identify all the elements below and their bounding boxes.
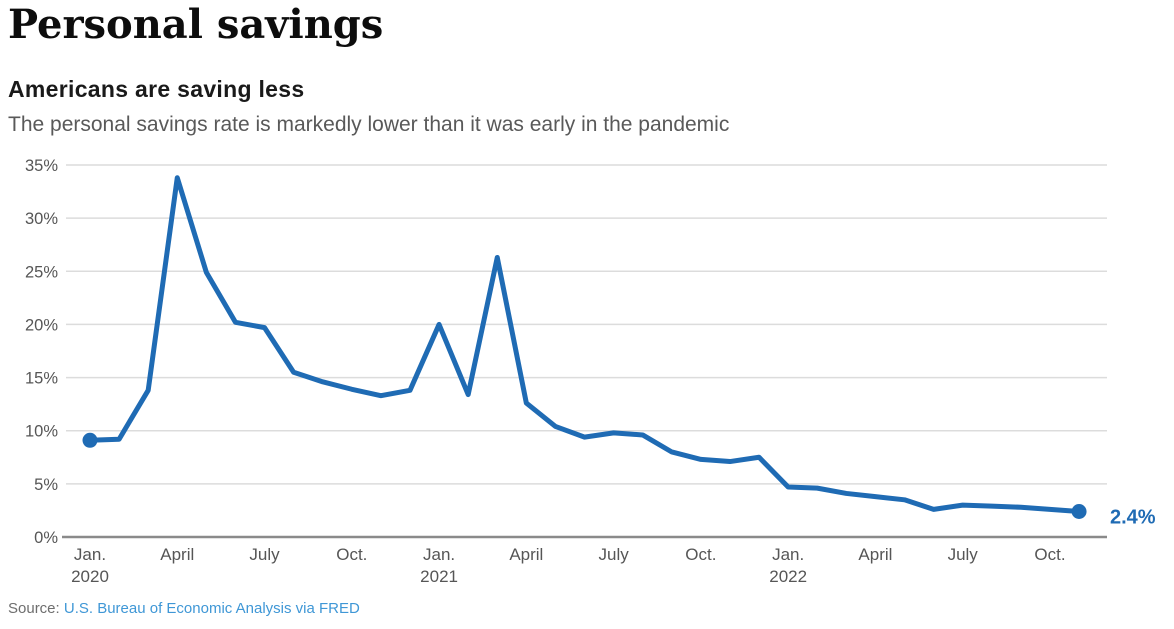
chart-canvas: 0% 5% 10% 15% 20% 25% 30% 35% Jan. 2020 April July O… — [25, 157, 1156, 586]
x-tick-label: July — [599, 545, 630, 564]
source-line: Source: U.S. Bureau of Economic Analysis… — [8, 600, 360, 617]
chart-subtitle: Americans are saving less — [8, 76, 305, 102]
x-tick-label: Jan. — [423, 545, 455, 564]
y-tick-label: 20% — [25, 316, 58, 334]
x-tick-label: July — [249, 545, 280, 564]
x-tick-year-label: 2020 — [71, 567, 109, 586]
x-tick-year-label: 2021 — [420, 567, 458, 586]
x-tick-label: Oct. — [336, 545, 367, 564]
y-tick-label: 10% — [25, 423, 58, 441]
source-prefix: Source: — [8, 600, 60, 617]
end-value-label: 2.4% — [1110, 506, 1156, 528]
start-point-dot — [82, 432, 98, 448]
savings-rate-line — [87, 175, 1082, 514]
source-link[interactable]: U.S. Bureau of Economic Analysis via FRE… — [63, 600, 360, 617]
chart-description: The personal savings rate is markedly lo… — [8, 113, 730, 136]
savings-rate-line-chart: 0% 5% 10% 15% 20% 25% 30% 35% Jan. 2020 April July O… — [0, 150, 1174, 595]
x-tick-year-label: 2022 — [769, 567, 807, 586]
x-tick-label: April — [160, 545, 194, 564]
y-tick-label: 30% — [25, 210, 58, 228]
x-tick-label: Jan. — [772, 545, 804, 564]
x-tick-label: Oct. — [685, 545, 716, 564]
y-tick-label: 5% — [34, 476, 58, 494]
y-tick-label: 25% — [25, 263, 58, 281]
x-tick-label: July — [948, 545, 979, 564]
x-tick-label: Oct. — [1034, 545, 1065, 564]
y-tick-label: 35% — [25, 157, 58, 175]
x-tick-label: Jan. — [74, 545, 106, 564]
x-tick-label: April — [858, 545, 892, 564]
page-title: Personal savings — [8, 1, 384, 48]
x-tick-label: April — [509, 545, 543, 564]
end-point-dot — [1071, 503, 1087, 519]
y-tick-label: 0% — [34, 529, 58, 547]
y-tick-label: 15% — [25, 370, 58, 388]
